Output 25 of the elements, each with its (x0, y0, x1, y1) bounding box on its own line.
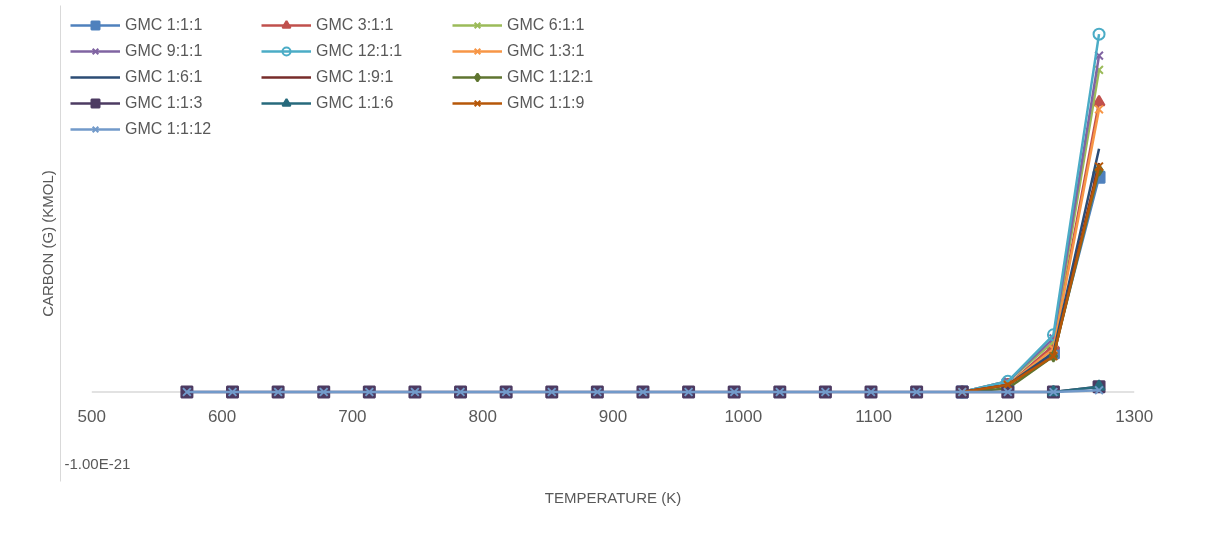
legend-label: GMC 6:1:1 (507, 16, 586, 34)
legend-label: GMC 1:1:3 (125, 94, 204, 112)
legend-label: GMC 1:1:12 (125, 120, 213, 138)
x-tick-label: 500 (77, 407, 106, 427)
legend-label: GMC 1:6:1 (125, 68, 204, 86)
legend-label: GMC 1:3:1 (507, 42, 586, 60)
text: -1.00E-21 (64, 455, 131, 473)
x-tick-label: 1100 (855, 407, 892, 427)
legend-label: GMC 9:1:1 (125, 42, 204, 60)
legend-label: GMC 1:1:9 (507, 94, 586, 112)
legend-label: GMC 1:1:1 (125, 16, 204, 34)
x-axis-title: TEMPERATURE (K) (544, 488, 682, 506)
x-tick-label: 1000 (724, 407, 763, 427)
x-tick-label: 900 (598, 407, 628, 427)
x-tick-label: 1300 (1115, 407, 1154, 427)
legend-label: GMC 1:12:1 (507, 68, 595, 86)
legend-label: GMC 12:1:1 (316, 42, 404, 60)
x-tick-label: 1200 (985, 407, 1023, 427)
legend-label: GMC 1:9:1 (316, 68, 395, 86)
y-axis-title: CARBON (G) (KMOL) (38, 170, 56, 317)
x-tick-label: 600 (207, 407, 237, 427)
legend-label: GMC 1:1:6 (316, 94, 395, 112)
legend-label: GMC 3:1:1 (316, 16, 395, 34)
x-tick-label: 800 (468, 407, 497, 427)
x-tick-label: 700 (338, 407, 367, 427)
